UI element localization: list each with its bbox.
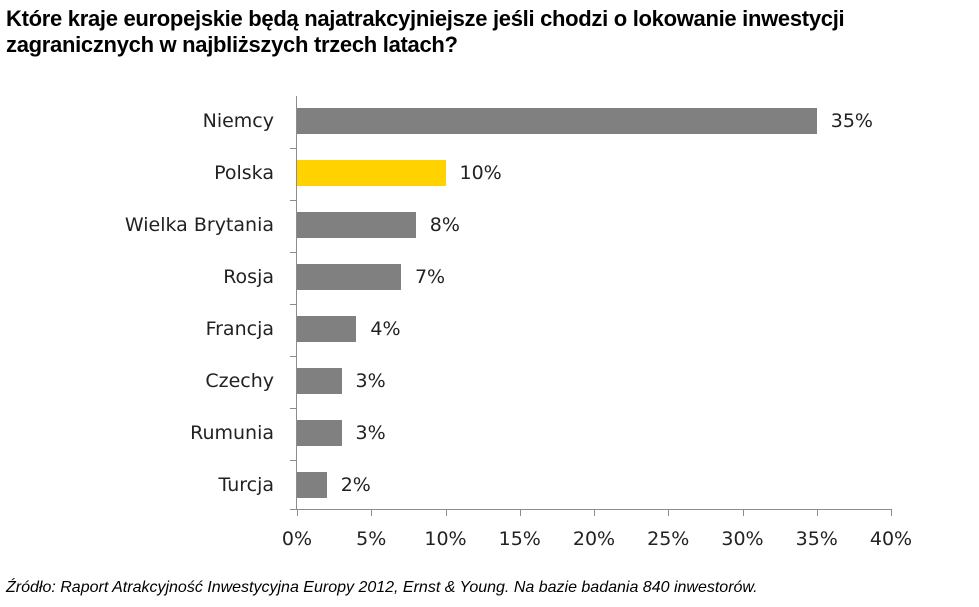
bar xyxy=(297,212,416,238)
x-axis xyxy=(290,509,892,510)
category-label: Czechy xyxy=(205,370,274,392)
y-tick xyxy=(290,356,297,357)
x-tick-label: 20% xyxy=(572,528,616,550)
y-tick xyxy=(290,252,297,253)
y-tick xyxy=(290,460,297,461)
category-label: Rumunia xyxy=(190,422,274,444)
x-tick-label: 5% xyxy=(356,528,387,550)
y-tick xyxy=(290,148,297,149)
bar xyxy=(297,108,817,134)
value-label: 8% xyxy=(429,214,460,236)
bar xyxy=(297,472,327,498)
x-tick xyxy=(371,509,372,516)
x-tick xyxy=(446,509,447,516)
x-tick xyxy=(668,509,669,516)
value-label: 10% xyxy=(459,162,502,184)
x-tick-label: 30% xyxy=(721,528,764,550)
bar xyxy=(297,368,342,394)
y-tick xyxy=(290,200,297,201)
source-note: Źródło: Raport Atrakcyjność Inwestycyjna… xyxy=(6,579,758,596)
x-tick-label: 10% xyxy=(424,528,467,550)
x-tick-label: 0% xyxy=(281,528,313,550)
x-tick-label: 15% xyxy=(498,528,541,550)
category-label: Wielka Brytania xyxy=(124,214,274,236)
value-label: 35% xyxy=(830,110,873,132)
x-tick-label: 35% xyxy=(795,528,838,550)
bar xyxy=(297,264,401,290)
x-tick xyxy=(817,509,818,516)
bar xyxy=(297,316,357,342)
y-axis xyxy=(296,96,297,510)
x-tick xyxy=(297,509,298,516)
category-label: Rosja xyxy=(223,266,274,288)
bar xyxy=(297,160,446,186)
x-tick xyxy=(891,509,892,516)
y-tick xyxy=(290,304,297,305)
value-label: 3% xyxy=(355,422,386,444)
x-tick xyxy=(594,509,595,516)
x-tick-label: 40% xyxy=(869,528,913,550)
category-label: Francja xyxy=(205,318,274,340)
category-label: Niemcy xyxy=(202,110,274,132)
y-tick xyxy=(290,408,297,409)
x-tick xyxy=(743,509,744,516)
value-label: 3% xyxy=(355,370,386,392)
x-tick xyxy=(520,509,521,516)
category-label: Polska xyxy=(214,162,274,184)
chart-title: Które kraje europejskie będą najatrakcyj… xyxy=(6,6,845,57)
value-label: 2% xyxy=(340,474,371,496)
bar xyxy=(297,420,342,446)
value-label: 4% xyxy=(370,318,401,340)
value-label: 7% xyxy=(414,266,446,288)
x-tick-label: 25% xyxy=(647,528,690,550)
category-label: Turcja xyxy=(218,474,274,496)
